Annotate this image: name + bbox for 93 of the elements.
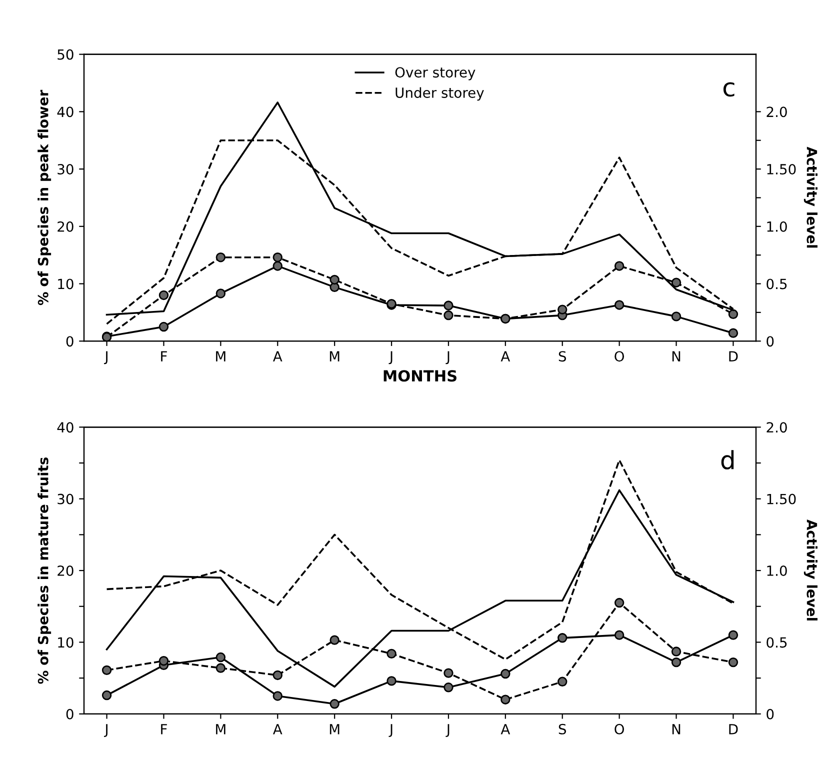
point (386, 676, 396, 686)
y-tick-label: 20 (58, 565, 74, 576)
x-tick-label: J (104, 351, 108, 364)
x-tick-label: O (614, 724, 624, 734)
x-tick-label: O (614, 351, 624, 362)
x-tick-label: J (388, 351, 392, 364)
y2-axis-title: Activity level (804, 146, 818, 248)
y-tick-label: 40 (57, 106, 74, 118)
point (386, 648, 396, 659)
point (330, 699, 340, 709)
y-tick-label: 20 (58, 221, 74, 232)
x-tick-label: J (388, 724, 392, 737)
y2-tick-label: 1.50 (767, 494, 796, 504)
y2-tick-label: 0.5 (766, 637, 787, 648)
y2-tick-label: 2.0 (766, 106, 787, 118)
x-axis-title: MONTHS (384, 370, 456, 382)
x-tick-label: M (216, 724, 226, 734)
y-tick-label: 40 (57, 422, 74, 433)
point (728, 328, 738, 338)
point (102, 665, 112, 676)
y-tick-label: 10 (58, 637, 74, 648)
y-tick-label: 0 (66, 336, 74, 347)
x-tick-label: J (446, 724, 450, 737)
point (728, 309, 738, 320)
point (158, 322, 169, 332)
y2-axis-title: Activity level (804, 520, 818, 620)
x-tick-label: F (161, 724, 167, 734)
point (614, 630, 624, 640)
point (272, 252, 282, 262)
x-tick-label: N (672, 351, 680, 362)
point (444, 668, 454, 678)
point (558, 633, 568, 643)
y-tick-label: 30 (58, 164, 74, 175)
point (728, 630, 738, 640)
x-tick-label: M (330, 351, 340, 362)
x-tick-label: A (272, 351, 282, 362)
x-tick-label: M (216, 351, 226, 362)
point (614, 598, 624, 608)
point (558, 304, 568, 314)
y-tick-label: 50 (58, 49, 74, 60)
point (558, 676, 568, 687)
x-tick-label: A (500, 724, 510, 734)
y-tick-label: 30 (58, 494, 74, 504)
legend-label: Under storey (396, 87, 484, 101)
x-tick-label: A (500, 351, 510, 362)
y2-tick-label: 1.50 (767, 164, 796, 175)
y-axis-title: % of Species in mature fruits (38, 457, 52, 684)
x-tick-label: A (272, 724, 282, 734)
point (671, 312, 682, 322)
point (671, 278, 682, 288)
x-tick-label: D (729, 351, 738, 362)
y2-tick-label: 0 (766, 336, 774, 347)
point (444, 310, 454, 320)
y2-tick-label: 0 (766, 708, 774, 720)
point (216, 288, 226, 298)
y-tick-label: 10 (58, 278, 74, 290)
x-tick-label: D (729, 724, 738, 734)
y2-tick-label: 1.0 (767, 565, 787, 576)
point (671, 657, 682, 668)
point (330, 274, 340, 285)
x-tick-label: F (161, 351, 167, 362)
point (330, 635, 340, 645)
point (444, 300, 454, 310)
point (272, 670, 282, 680)
point (216, 663, 226, 673)
y2-tick-label: 2.0 (766, 422, 787, 433)
point (272, 691, 282, 701)
point (216, 652, 226, 662)
annotation: d (721, 450, 734, 470)
point (158, 290, 169, 300)
point (614, 300, 624, 310)
point (216, 252, 226, 262)
point (614, 261, 624, 271)
x-tick-label: S (558, 724, 566, 734)
x-tick-label: J (104, 724, 108, 737)
point (671, 646, 682, 656)
x-tick-label: J (446, 351, 450, 364)
point (102, 690, 112, 700)
x-tick-label: M (330, 724, 340, 734)
point (500, 668, 510, 679)
y2-tick-label: 0.5 (766, 278, 787, 290)
y-axis-title: % of Species in peak flower (38, 90, 52, 306)
point (158, 656, 169, 666)
point (500, 694, 510, 704)
y-tick-label: 0 (66, 708, 74, 720)
y2-tick-label: 1.0 (767, 221, 787, 232)
legend-label: Over storey (395, 67, 476, 80)
point (272, 261, 282, 271)
annotation: c (723, 82, 734, 97)
x-tick-label: N (672, 724, 680, 734)
x-tick-label: S (558, 351, 566, 362)
point (728, 657, 738, 668)
point (444, 682, 454, 692)
